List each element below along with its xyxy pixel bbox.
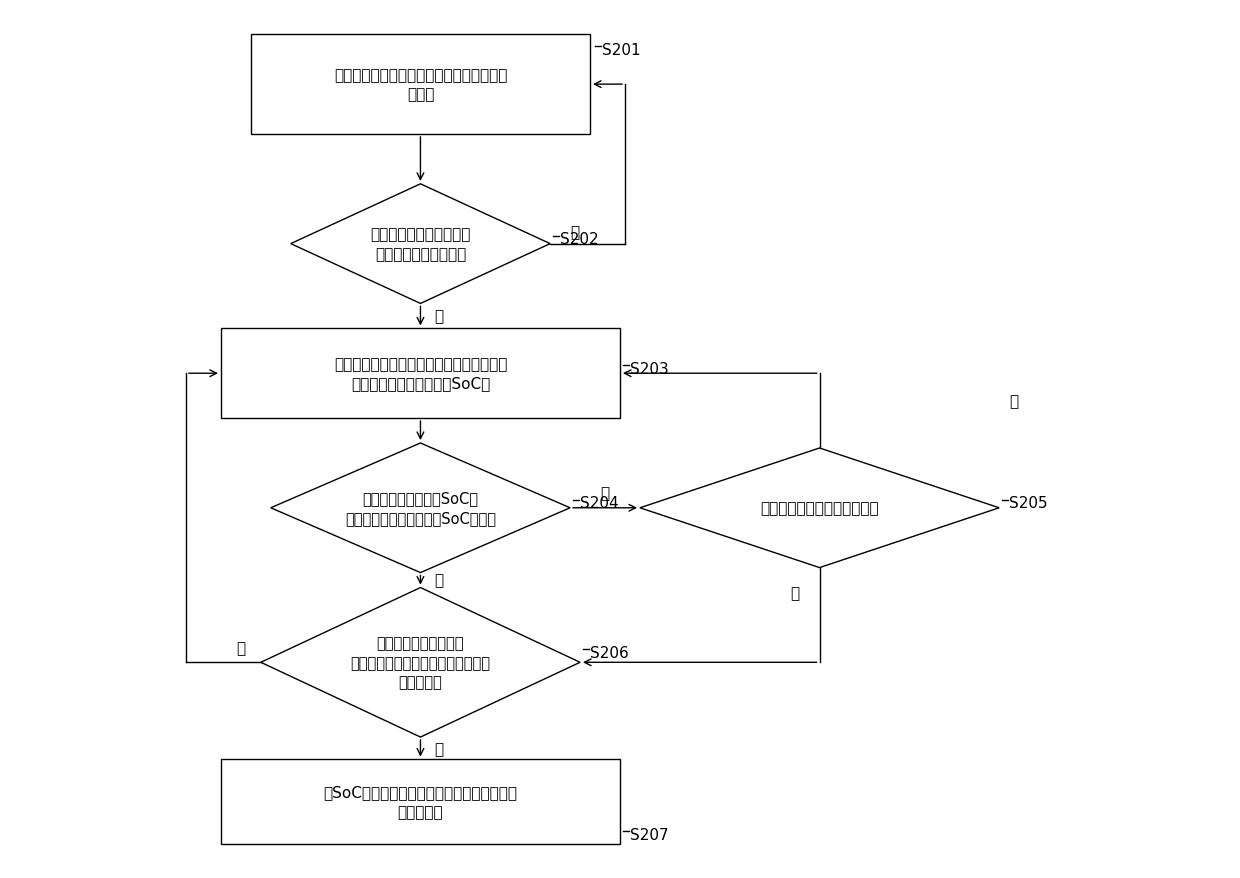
Text: 是: 是 [434,573,443,588]
Text: 整车下电后静置，计时器开始对静置时间进
行计时: 整车下电后静置，计时器开始对静置时间进 行计时 [334,68,507,103]
Bar [221,329,620,419]
Text: 是: 是 [790,586,799,601]
Text: S201: S201 [603,43,641,58]
Bar [250,35,590,135]
Text: S204: S204 [580,496,619,511]
Text: S207: S207 [630,827,668,842]
Polygon shape [260,588,580,738]
Text: 对动力电池单体的开路电压进行监测，同时
获得各个动力电池单体的SoC值: 对动力电池单体的开路电压进行监测，同时 获得各个动力电池单体的SoC值 [334,356,507,392]
Text: 是: 是 [434,309,443,324]
Text: 判断低动力电池单体SoC值
是否在均衡启动所要求的SoC范围内: 判断低动力电池单体SoC值 是否在均衡启动所要求的SoC范围内 [345,491,496,526]
Text: S206: S206 [590,645,629,660]
Bar [221,759,620,845]
Text: 判断各动力电池单体与
最低动力电池单体的差异值是否达到
预设差异值: 判断各动力电池单体与 最低动力电池单体的差异值是否达到 预设差异值 [351,636,491,690]
Text: 否: 否 [1009,393,1019,408]
Text: S203: S203 [630,362,668,377]
Polygon shape [270,443,570,573]
Text: S202: S202 [560,232,599,247]
Text: 否: 否 [237,640,246,655]
Polygon shape [640,449,999,568]
Polygon shape [290,184,551,304]
Text: 对SoC差异值达到预设差异值的高电量电池单
体启动均衡: 对SoC差异值达到预设差异值的高电量电池单 体启动均衡 [324,785,517,819]
Text: 判断动力电池的静置时间
是否达到预设静置时间: 判断动力电池的静置时间 是否达到预设静置时间 [371,227,471,262]
Text: 是: 是 [434,741,443,756]
Text: 否: 否 [600,486,610,500]
Text: 判断间隔时间是否达到预设值: 判断间隔时间是否达到预设值 [760,500,879,515]
Text: S205: S205 [1009,496,1048,511]
Text: 否: 否 [570,225,579,240]
